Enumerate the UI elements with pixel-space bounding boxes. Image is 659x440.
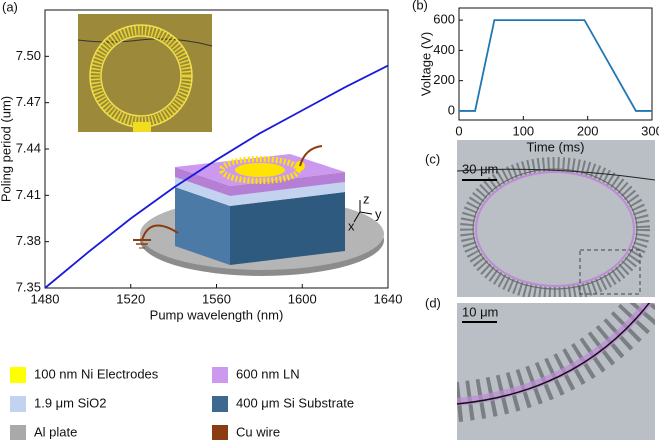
legend-label: 1.9 μm SiO2 — [34, 395, 107, 410]
micrograph — [457, 300, 655, 440]
scale-bar-label: 10 μm — [462, 304, 498, 319]
x-tick-label: 1640 — [374, 291, 403, 306]
x-tick-label: 200 — [577, 123, 599, 138]
device-sketch — [133, 146, 384, 276]
data-line — [459, 20, 652, 111]
x-tick-label: 0 — [455, 123, 462, 138]
legend-swatch — [212, 396, 228, 412]
axis-letter: x — [348, 218, 355, 233]
legend-swatch — [10, 367, 26, 383]
panel-label: (c) — [425, 151, 440, 166]
legend-swatch — [212, 367, 228, 383]
y-tick-label: 7.41 — [16, 187, 41, 202]
legend-swatch — [212, 425, 228, 440]
figure: z y x 30 μm 10 μm (c) (d) 7.357.387.417.… — [0, 0, 659, 440]
x-tick-label: 100 — [512, 123, 534, 138]
legend-label: Cu wire — [236, 424, 280, 439]
y-tick-label: 200 — [433, 72, 455, 87]
x-tick-label: 1600 — [288, 291, 317, 306]
panel-label: (b) — [412, 0, 428, 12]
x-tick-label: 1520 — [116, 291, 145, 306]
y-tick-label: 7.47 — [16, 94, 41, 109]
plot-frame — [459, 8, 652, 120]
x-axis-label: Pump wavelength (nm) — [150, 307, 284, 322]
y-tick-label: 600 — [433, 12, 455, 27]
legend-label: 600 nm LN — [236, 366, 300, 381]
y-axis-label: Poling period (um) — [0, 96, 13, 202]
y-tick-label: 7.44 — [16, 140, 41, 155]
y-tick-label: 7.50 — [16, 48, 41, 63]
y-tick-label: 0 — [448, 102, 455, 117]
axis-letter: z — [363, 191, 370, 206]
axis-letter: y — [375, 206, 382, 221]
legend-swatch — [10, 425, 26, 440]
y-tick-label: 400 — [433, 42, 455, 57]
scale-bar-label: 30 μm — [462, 161, 498, 176]
x-axis-label: Time (ms) — [526, 139, 584, 154]
x-tick-label: 1560 — [202, 291, 231, 306]
x-tick-label: 300 — [641, 123, 659, 138]
legend-label: 400 μm Si Substrate — [236, 395, 354, 410]
legend-label: 100 nm Ni Electrodes — [34, 366, 159, 381]
y-axis-label: Voltage (V) — [418, 32, 433, 96]
legend-swatch — [10, 396, 26, 412]
y-tick-label: 7.38 — [16, 233, 41, 248]
x-tick-label: 1480 — [31, 291, 60, 306]
inset-photo — [78, 14, 212, 132]
legend-label: Al plate — [34, 424, 77, 439]
panel-label: (d) — [425, 295, 441, 310]
panel-label: (a) — [2, 0, 18, 14]
